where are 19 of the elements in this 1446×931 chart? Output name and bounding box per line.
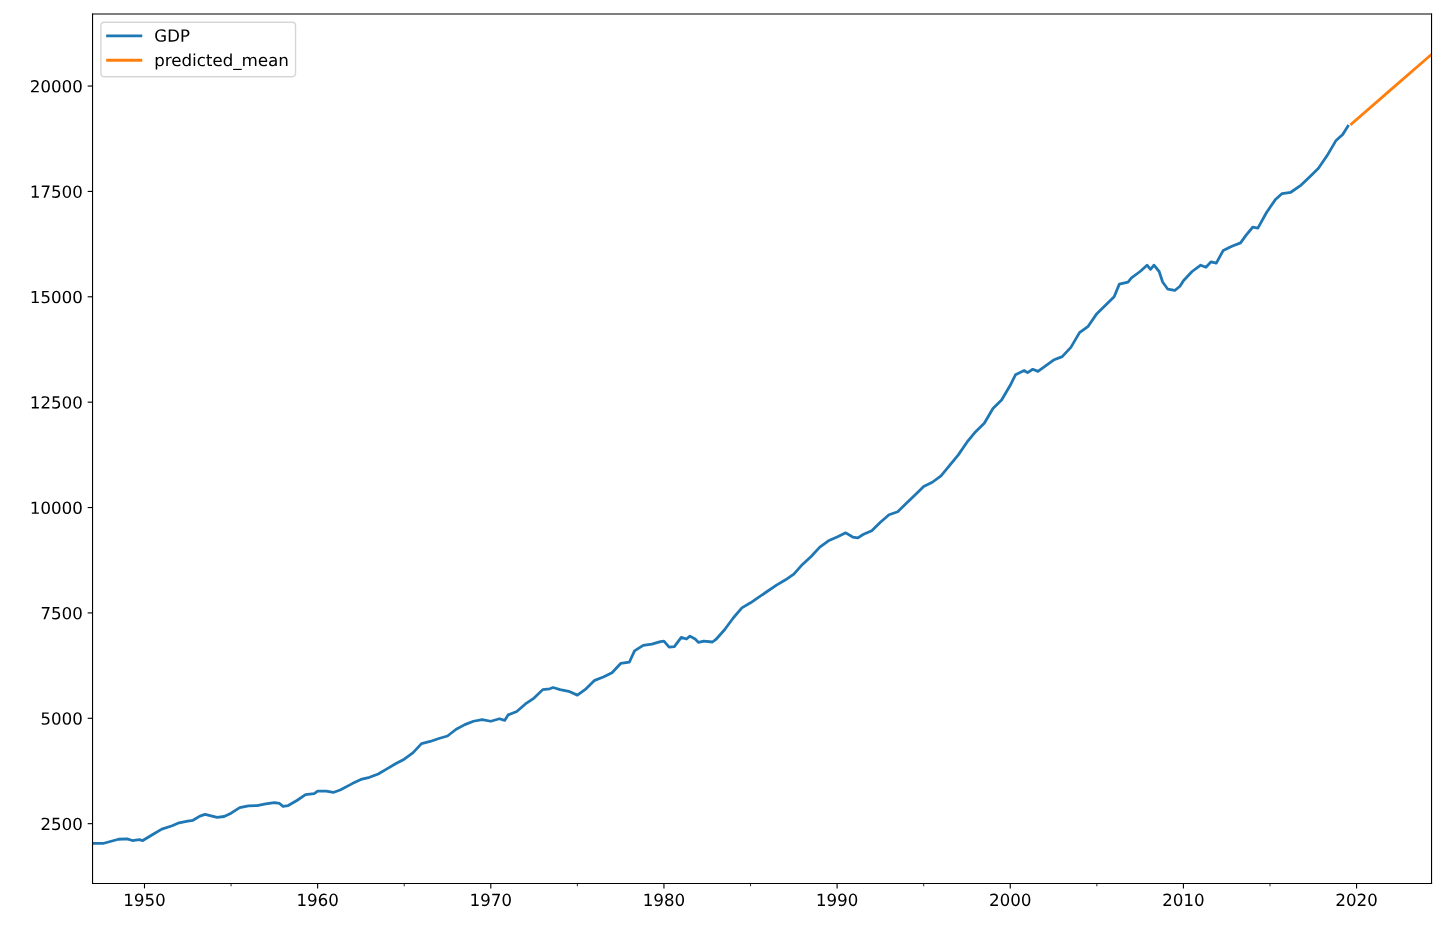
x-tick-label: 1950: [125, 893, 165, 907]
x-tick-label: 1970: [471, 893, 511, 907]
y-tick-label: 7500: [41, 606, 82, 620]
legend-label: GDP: [155, 29, 190, 42]
x-tick-label: 1960: [298, 893, 338, 907]
y-tick-label: 15000: [31, 290, 82, 304]
line-series: [92, 124, 1350, 845]
x-tick-label: 2000: [990, 893, 1031, 907]
y-tick-label: 5000: [41, 712, 82, 725]
legend-label: predicted_mean: [155, 53, 288, 71]
x-tick-label: 1990: [817, 893, 858, 907]
x-tick-label: 2010: [1163, 893, 1204, 907]
y-tick-label: 12500: [31, 396, 82, 409]
y-tick-label: 2500: [41, 817, 82, 831]
y-tick-label: 20000: [31, 80, 82, 93]
y-tick-label: 17500: [31, 185, 82, 198]
x-tick-label: 1980: [644, 893, 685, 907]
x-tick-label: 2020: [1336, 893, 1377, 907]
y-tick-label: 10000: [31, 501, 82, 515]
